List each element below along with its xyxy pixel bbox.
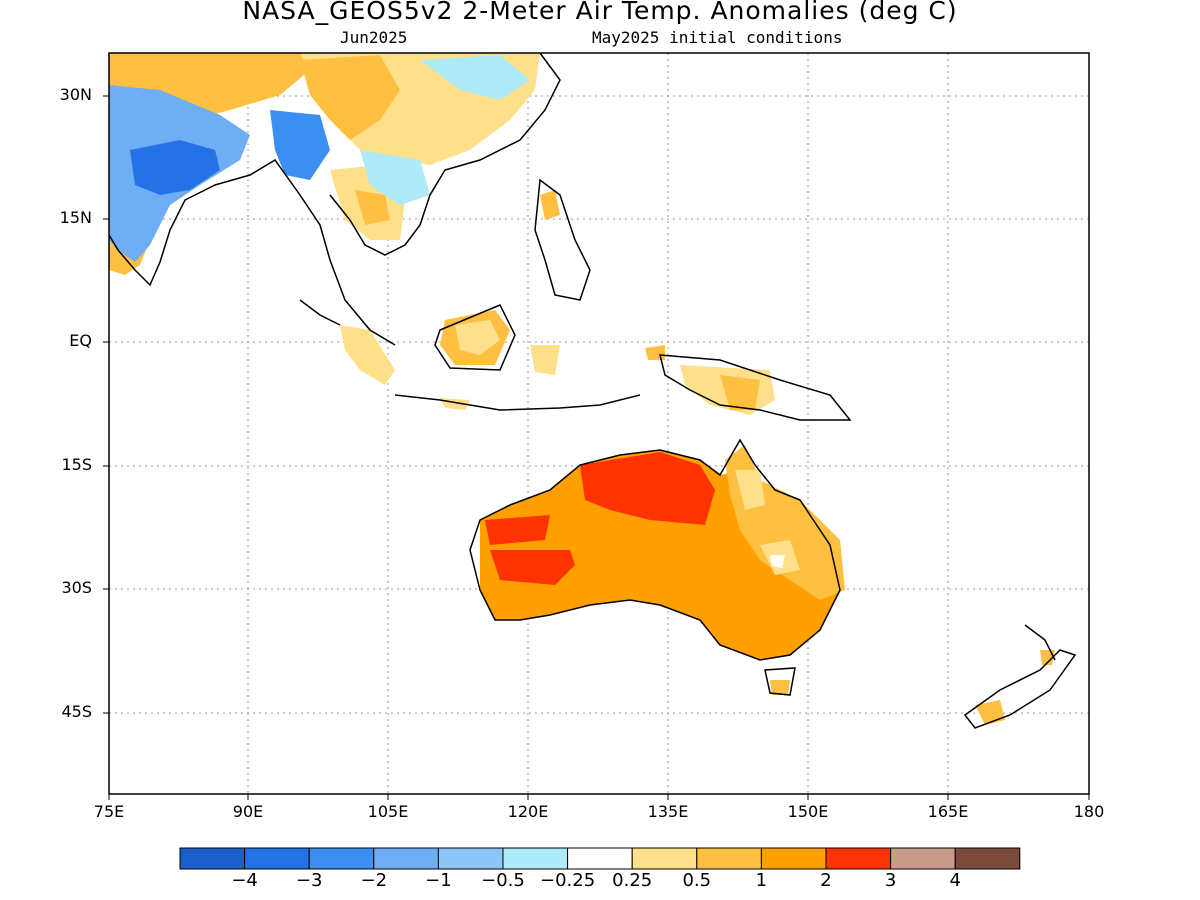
x-tick-label: 75E — [93, 802, 125, 821]
map-frame — [108, 52, 1090, 795]
asia-anomalies — [109, 53, 560, 275]
colorbar-label: −0.5 — [481, 870, 525, 891]
australia-anomalies — [480, 445, 1055, 725]
x-tick-label: 150E — [787, 802, 829, 821]
axis-ticks — [103, 95, 1090, 800]
y-tick-label: 45S — [61, 702, 92, 721]
colorbar-label: 2 — [820, 870, 832, 891]
colorbar-swatch — [567, 847, 633, 870]
x-tick-label: 120E — [507, 802, 549, 821]
y-tick-label: 30N — [59, 85, 92, 104]
colorbar-label: −1 — [425, 870, 452, 891]
x-tick-label: 105E — [367, 802, 409, 821]
colorbar-swatch — [631, 847, 698, 870]
colorbar-label: −3 — [295, 870, 323, 891]
y-tick-label: 30S — [61, 578, 92, 597]
y-tick-label: EQ — [69, 331, 92, 350]
colorbar-swatch — [825, 847, 892, 870]
colorbar-label: 1 — [755, 870, 768, 891]
x-tick-label: 165E — [927, 802, 969, 821]
colorbar-swatch — [373, 847, 439, 870]
x-tick-label: 135E — [647, 802, 689, 821]
colorbar-swatch — [308, 847, 375, 870]
colorbar-swatch — [760, 847, 827, 870]
colorbar-swatch — [502, 847, 569, 870]
subtitle-month: Jun2025 — [340, 28, 408, 47]
colorbar-label: −0.25 — [540, 870, 596, 891]
y-tick-label: 15S — [61, 455, 92, 474]
colorbar-label: 3 — [884, 870, 897, 891]
y-tick-label: 15N — [59, 208, 92, 227]
colorbar-label: −4 — [231, 870, 258, 891]
colorbar — [179, 847, 1021, 870]
x-tick-label: 90E — [232, 802, 264, 821]
chart-title: NASA_GEOS5v2 2-Meter Air Temp. Anomalies… — [242, 0, 958, 25]
x-tick-label: 180 — [1073, 802, 1105, 821]
colorbar-swatch — [437, 847, 504, 870]
colorbar-swatch — [179, 847, 246, 870]
colorbar-swatch — [244, 847, 310, 870]
colorbar-swatch — [890, 847, 956, 870]
coastlines — [108, 52, 1077, 729]
colorbar-label: −2 — [360, 870, 388, 891]
colorbar-label: 0.5 — [682, 870, 712, 891]
gridlines — [109, 53, 1089, 794]
colorbar-label: 4 — [949, 870, 961, 891]
colorbar-label: 0.25 — [612, 870, 653, 891]
map-background — [109, 53, 1089, 794]
colorbar-swatch — [954, 847, 1021, 870]
colorbar-swatch — [696, 847, 762, 870]
subtitle-init: May2025 initial conditions — [592, 28, 843, 47]
